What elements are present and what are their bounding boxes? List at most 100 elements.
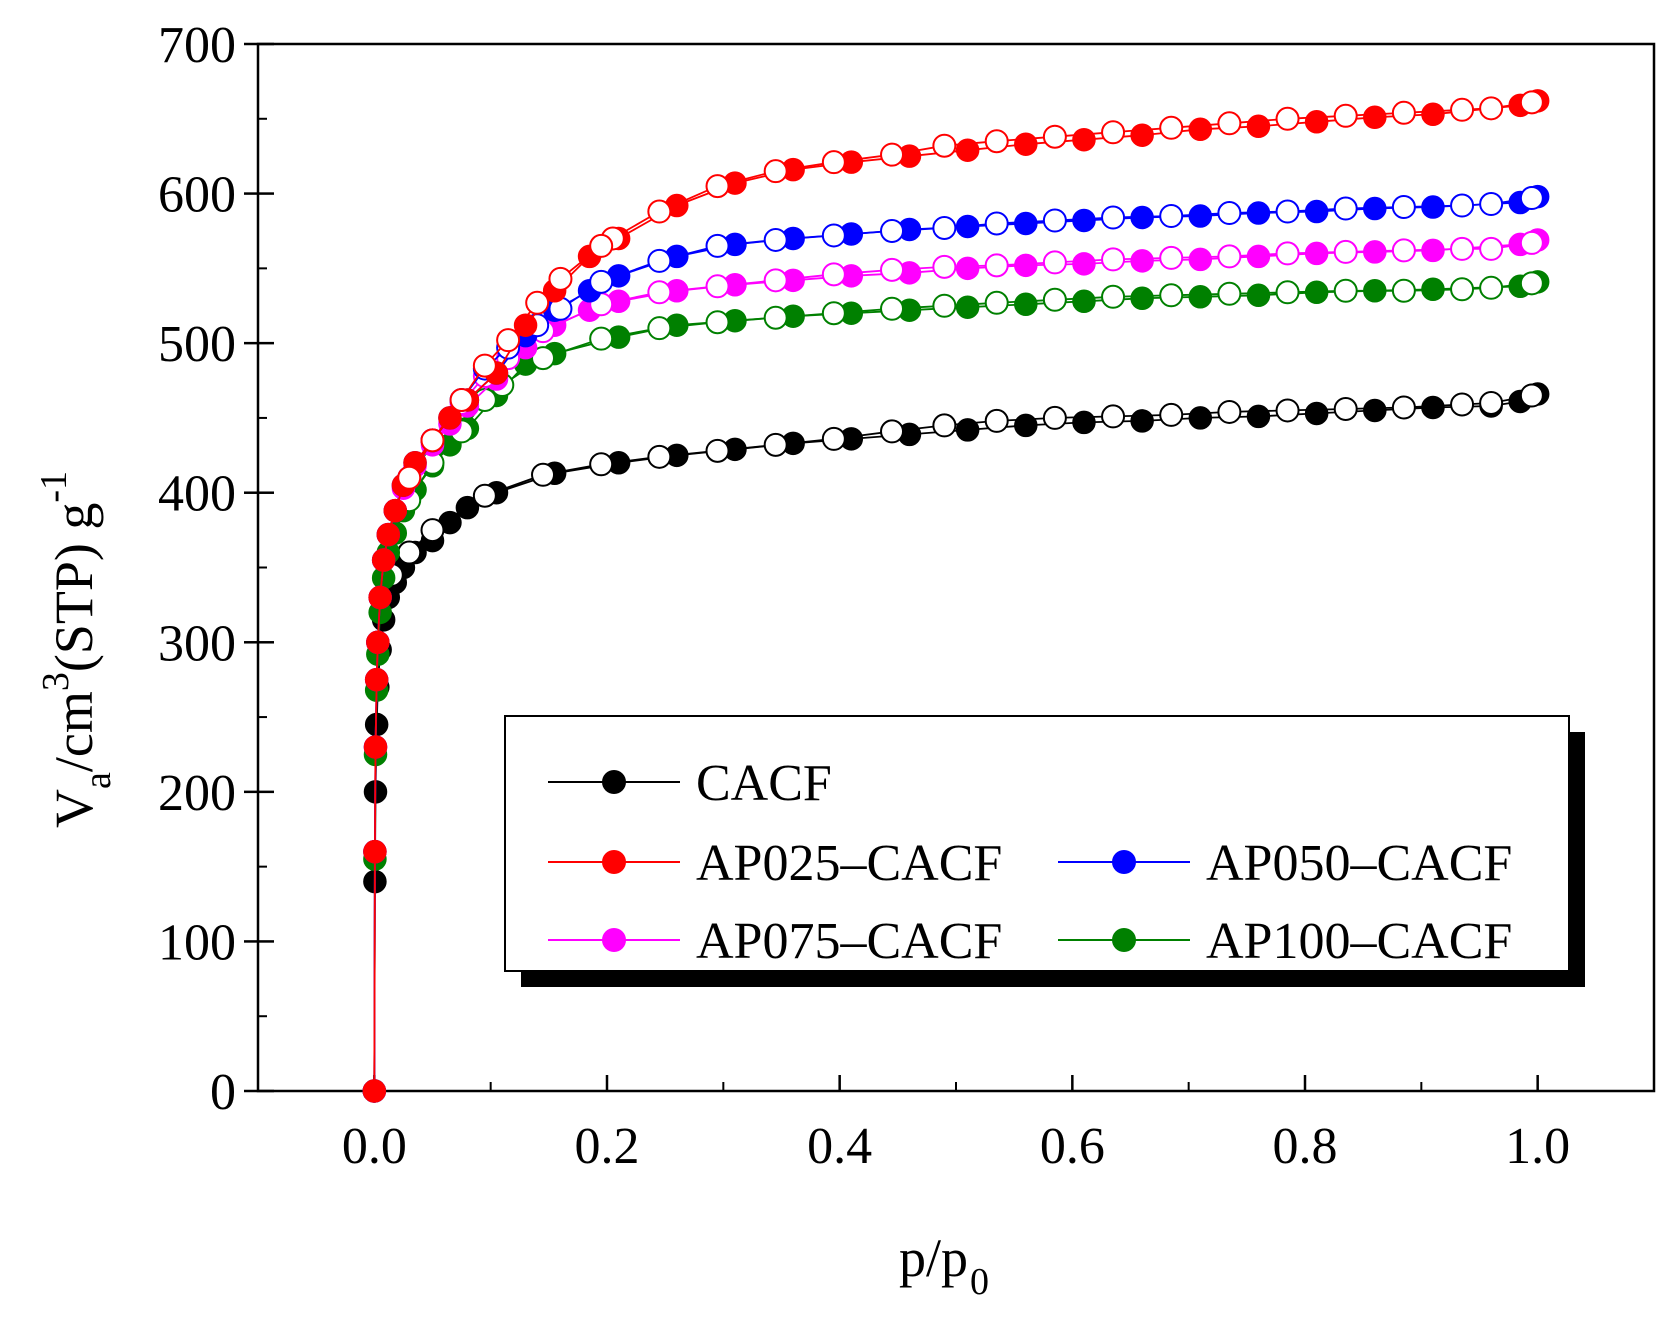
adsorption-point	[513, 313, 538, 337]
adsorption-point	[1363, 105, 1387, 130]
adsorption-point	[1188, 406, 1213, 430]
adsorption-point	[1072, 410, 1096, 435]
svg-text:Va/cm3(STP) g-1: Va/cm3(STP) g-1	[33, 471, 119, 828]
legend-label: CACF	[696, 755, 832, 812]
desorption-point	[1159, 283, 1184, 308]
adsorption-point	[1188, 204, 1213, 228]
desorption-point	[705, 274, 730, 299]
desorption-point	[397, 540, 422, 565]
desorption-point	[1217, 244, 1242, 269]
desorption-point	[1159, 402, 1184, 427]
adsorption-point	[1421, 102, 1445, 127]
adsorption-point	[1188, 117, 1213, 142]
desorption-point	[880, 257, 905, 282]
adsorption-point	[1246, 201, 1271, 225]
legend-marker	[602, 928, 626, 952]
desorption-point	[647, 199, 672, 224]
y-tick-label: 0	[210, 1064, 236, 1121]
desorption-point	[589, 452, 614, 477]
adsorption-point	[376, 522, 401, 547]
desorption-point	[1450, 97, 1475, 122]
y-tick-label: 400	[158, 466, 236, 523]
adsorption-point	[1072, 252, 1096, 276]
desorption-point	[821, 150, 846, 175]
desorption-point	[1450, 392, 1475, 417]
adsorption-point	[1304, 110, 1329, 134]
x-axis-title-subscript: 0	[970, 1261, 989, 1303]
desorption-point	[984, 211, 1009, 236]
adsorption-point	[1421, 395, 1445, 420]
desorption-point	[1450, 193, 1475, 218]
desorption-point	[1391, 195, 1416, 220]
desorption-point	[1042, 250, 1067, 275]
x-tick-label: 0.2	[575, 1118, 640, 1175]
adsorption-point	[362, 1079, 387, 1103]
desorption-point	[1101, 247, 1126, 272]
adsorption-point	[1363, 279, 1387, 303]
y-axis-title-sub: a	[77, 772, 119, 789]
legend-items: CACF AP025–CACF AP050–CACF AP075–CACF AP100–…	[548, 755, 1512, 970]
desorption-point	[880, 218, 905, 243]
desorption-point	[1450, 277, 1475, 302]
desorption-point	[1391, 238, 1416, 263]
adsorption-point	[455, 495, 480, 520]
desorption-point	[1217, 281, 1242, 306]
desorption-point	[705, 310, 730, 335]
desorption-point	[1101, 205, 1126, 230]
adsorption-point	[1130, 409, 1154, 433]
y-tick-label: 300	[158, 615, 236, 672]
y-axis-ticks: 0 100 200 300 400 500 600 700	[158, 17, 274, 1121]
legend-box	[504, 715, 1570, 972]
adsorption-point	[363, 735, 388, 759]
desorption-point	[984, 408, 1009, 433]
desorption-point	[472, 353, 497, 378]
legend-marker	[602, 850, 626, 874]
desorption-point	[1333, 396, 1358, 421]
desorption-point	[1217, 201, 1242, 226]
adsorption-point	[955, 256, 980, 281]
desorption-point	[1159, 115, 1184, 140]
desorption-point	[1275, 106, 1300, 131]
desorption-point	[705, 438, 730, 463]
adsorption-point	[1072, 289, 1096, 314]
desorption-point	[763, 227, 788, 252]
adsorption-point	[1421, 238, 1445, 263]
y-tick-label: 100	[158, 914, 236, 971]
desorption-point	[1391, 278, 1416, 303]
adsorption-point	[371, 548, 396, 572]
desorption-point	[1479, 275, 1504, 300]
adsorption-point	[1421, 195, 1445, 219]
y-tick-label: 500	[158, 316, 236, 373]
desorption-point	[1275, 241, 1300, 266]
x-axis-title: p/p	[899, 1228, 968, 1288]
adsorption-point	[1014, 253, 1038, 278]
desorption-point	[984, 253, 1009, 278]
desorption-point	[1042, 124, 1067, 149]
legend-entry: CACF	[548, 755, 832, 812]
adsorption-point	[1188, 285, 1213, 309]
desorption-point	[1333, 196, 1358, 221]
y-axis-title-main: V	[44, 789, 104, 828]
y-tick-label: 600	[158, 167, 236, 224]
desorption-point	[1101, 120, 1126, 145]
desorption-point	[1101, 284, 1126, 309]
adsorption-point	[383, 498, 408, 523]
y-axis-title-unit: /cm	[44, 691, 104, 772]
desorption-point	[1519, 383, 1544, 408]
series-layer	[362, 89, 1550, 1103]
desorption-point	[984, 129, 1009, 154]
desorption-point	[647, 280, 672, 305]
y-axis-title-sup: 3	[35, 672, 77, 691]
desorption-point	[1275, 199, 1300, 224]
desorption-point	[880, 142, 905, 167]
series-CACF	[362, 382, 1550, 1103]
desorption-point	[932, 413, 957, 438]
desorption-point	[589, 326, 614, 351]
adsorption-point	[1188, 247, 1213, 272]
adsorption-point	[1130, 249, 1154, 273]
legend-label: AP050–CACF	[1206, 835, 1512, 892]
legend-label: AP025–CACF	[696, 835, 1002, 892]
adsorption-point	[1130, 286, 1154, 311]
desorption-point	[1391, 100, 1416, 125]
desorption-point	[647, 316, 672, 341]
